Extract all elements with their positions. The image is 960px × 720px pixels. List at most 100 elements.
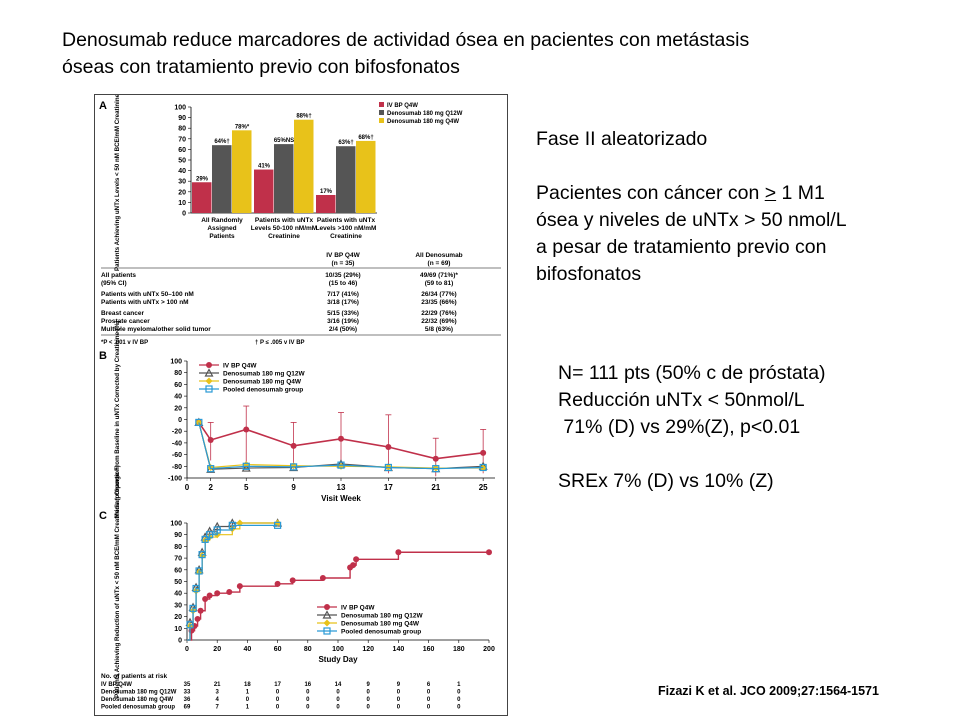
results-text: N= 111 pts (50% c de próstata) Reducción…: [558, 360, 948, 495]
panel-c-at-risk-count: 0: [367, 690, 371, 696]
panel-b-x-tick-label: 2: [208, 483, 213, 492]
panel-a-bar-label: 64%†: [214, 139, 229, 145]
panel-b-y-tick-label: -100: [168, 476, 182, 483]
panel-c-at-risk-count: 0: [336, 697, 340, 703]
panel-c-x-tick-label: 40: [244, 646, 252, 653]
panel-c-at-risk-label: Denosumab 180 mg Q12W: [101, 690, 177, 696]
panel-c-y-tick-label: 10: [174, 626, 182, 633]
panel-a-y-tick-label: 100: [174, 105, 186, 112]
panel-a-y-label: Patients Achieving uNTx Levels < 50 nM B…: [114, 95, 121, 271]
panel-c-x-tick-label: 160: [423, 646, 435, 653]
panel-c-data-point: [214, 590, 221, 597]
panel-c-legend-label: IV BP Q4W: [341, 605, 375, 612]
panel-b-data-point: [241, 463, 251, 472]
panel-c-data-point: [395, 549, 402, 556]
panel-c-data-point: [213, 526, 221, 534]
panel-a-table-cell: 49/69 (71%)*: [420, 272, 458, 279]
panel-a-table-cell: 23/35 (66%): [421, 299, 456, 306]
design-line: Fase II aleatorizado: [536, 128, 708, 150]
panel-b-data-point: [242, 462, 250, 470]
panel-c-at-risk-count: 0: [336, 705, 340, 711]
panel-c-data-point: [206, 592, 213, 599]
panel-c-data-point: [228, 521, 236, 529]
panel-a-bar: [294, 119, 314, 213]
panel-c-y-tick-label: 60: [174, 567, 182, 574]
panel-c-y-tick-label: 30: [174, 602, 182, 609]
panel-c-x-tick-label: 120: [362, 646, 374, 653]
panel-a-y-tick-label: 80: [178, 126, 186, 133]
panel-c-at-risk-label: IV BP Q4W: [101, 682, 132, 688]
panel-b-legend-marker: [205, 377, 213, 385]
panel-a-table-header: IV BP Q4W: [326, 252, 360, 259]
panel-c-at-risk-count: 6: [427, 682, 431, 688]
panel-c-data-point: [274, 580, 281, 587]
panel-c-legend-marker: [323, 627, 331, 635]
panel-c-at-risk-count: 33: [184, 690, 191, 696]
panel-a-category-label: Creatinine: [330, 233, 362, 240]
panel-a-bar: [212, 145, 232, 213]
panel-a-footnote: † P ≤ .005 v IV BP: [255, 340, 305, 346]
panel-b-data-point: [337, 461, 345, 469]
slide-title: Denosumab reduce marcadores de actividad…: [62, 27, 942, 81]
panel-c-at-risk-count: 0: [306, 690, 310, 696]
panel-c-at-risk-count: 0: [276, 690, 280, 696]
panel-a-legend-swatch: [379, 110, 384, 115]
panel-c-data-point: [353, 556, 360, 563]
panel-c-at-risk-count: 0: [427, 697, 431, 703]
sre-line: SREx 7% (D) vs 10% (Z): [558, 470, 774, 492]
panel-c-legend-marker: [324, 604, 330, 610]
panel-c-data-point: [350, 562, 357, 569]
panel-b-data-point: [480, 449, 487, 456]
panel-c-at-risk-count: 0: [457, 705, 461, 711]
panel-c-data-point: [289, 577, 296, 584]
panel-b-legend-label: IV BP Q4W: [223, 363, 257, 370]
panel-a-table-header: (n = 69): [428, 260, 451, 267]
panel-a-table-header: (n = 35): [332, 260, 355, 267]
panel-b-legend-label: Denosumab 180 mg Q12W: [223, 371, 305, 378]
panel-c-data-point: [194, 615, 201, 622]
panel-b-data-point: [432, 455, 439, 462]
panel-c-at-risk-count: 1: [246, 705, 250, 711]
panel-c-x-tick-label: 60: [274, 646, 282, 653]
panel-b-data-point: [384, 463, 392, 472]
panel-a-legend-label: IV BP Q4W: [387, 103, 418, 109]
panel-c-at-risk-count: 0: [367, 697, 371, 703]
panel-a-category-label: Patients with uNTx: [317, 217, 376, 224]
panel-b-data-point: [290, 463, 298, 471]
panel-b-y-tick-label: -60: [172, 452, 182, 459]
panel-a-bar-label: 17%: [320, 189, 333, 195]
panel-c-data-point: [236, 583, 243, 590]
panel-b-y-tick-label: 100: [170, 359, 182, 366]
panel-a-category-label: Patients: [209, 233, 235, 240]
panel-c-data-point: [274, 521, 282, 529]
panel-a-table-cell: 5/8 (63%): [425, 326, 453, 333]
panel-c-x-tick-label: 0: [185, 646, 189, 653]
panel-c-at-risk-count: 17: [274, 682, 281, 688]
panel-a-table-cell: (15 to 46): [329, 280, 358, 287]
panel-c-data-point: [201, 535, 209, 543]
panel-c-data-point: [198, 550, 206, 559]
panel-c-at-risk-count: 9: [397, 682, 401, 688]
panel-c-at-risk-title: No. of patients at risk: [101, 673, 167, 680]
panel-c-at-risk-count: 35: [184, 682, 191, 688]
panel-b-x-tick-label: 0: [185, 483, 190, 492]
panel-a-bar-label: 41%: [258, 164, 271, 170]
panel-a-legend-label: Denosumab 180 mg Q4W: [387, 119, 459, 125]
panel-b-x-tick-label: 9: [291, 483, 296, 492]
panel-c-x-tick-label: 140: [393, 646, 405, 653]
panel-c-series-line: [187, 522, 278, 641]
inclusion-pre: Pacientes con cáncer con: [536, 182, 765, 204]
panel-a-letter: A: [99, 100, 107, 112]
panel-a-table-cell: 5/15 (33%): [327, 310, 359, 317]
panel-b-data-point: [195, 418, 203, 427]
panel-a-legend-label: Denosumab 180 mg Q12W: [387, 111, 463, 117]
panel-a-y-tick-label: 50: [178, 158, 186, 165]
panel-a-y-tick-label: 90: [178, 115, 186, 122]
panel-a-legend-swatch: [379, 118, 384, 123]
panel-a-bar: [316, 194, 336, 213]
panel-b-x-tick-label: 17: [384, 483, 393, 492]
panel-a-bar: [356, 140, 376, 213]
panel-b-legend-marker: [206, 362, 212, 368]
panel-a-y-tick-label: 30: [178, 179, 186, 186]
